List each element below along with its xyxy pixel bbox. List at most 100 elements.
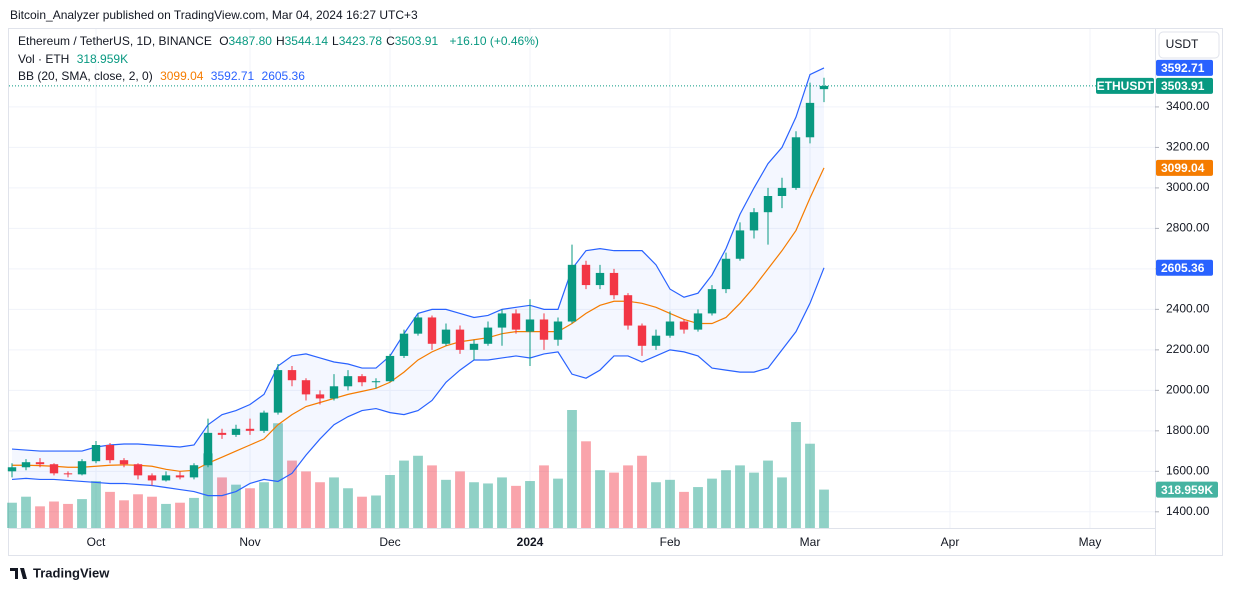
volume-bar: [133, 494, 143, 528]
candle-body: [609, 272, 619, 296]
candle-body: [161, 475, 171, 481]
volume-bar: [63, 503, 73, 528]
volume-bar: [805, 443, 815, 528]
bb-basis: [12, 167, 825, 472]
candle-body: [371, 381, 381, 383]
volume-bar: [385, 475, 395, 528]
candle-body: [231, 428, 241, 435]
volume-bar: [679, 491, 689, 528]
x-tick-label: Nov: [239, 535, 260, 549]
last-price-box: [1156, 77, 1213, 94]
candle-body: [679, 321, 689, 330]
candle-body: [819, 85, 829, 90]
volume-bar: [511, 485, 521, 528]
volume-bar: [567, 410, 577, 528]
volume-bar: [483, 483, 493, 528]
candle-body: [791, 137, 801, 188]
bb-title: BB (20, SMA, close, 2, 0): [18, 69, 153, 83]
volume-bar: [595, 470, 605, 528]
y-tick-label: 3400.00: [1166, 99, 1210, 113]
legend-row-volume: Vol · ETH 318.959K: [18, 52, 132, 66]
bb-basis-value: 3099.04: [160, 69, 204, 83]
candle-body: [441, 329, 451, 344]
volume-bar: [791, 422, 801, 528]
candle-body: [651, 335, 661, 346]
volume-bar: [693, 487, 703, 528]
candle-body: [217, 432, 227, 435]
frame: [8, 28, 1223, 556]
ohlc-label: L: [332, 34, 339, 48]
candle-body: [259, 412, 269, 431]
candle-body: [581, 264, 591, 286]
x-tick-label: Oct: [87, 535, 106, 549]
candle-body: [133, 464, 143, 476]
volume-bar: [497, 477, 507, 528]
volume-bar: [329, 477, 339, 528]
candle-body: [455, 329, 465, 350]
legend-row-bb: BB (20, SMA, close, 2, 0) 3099.04 3592.7…: [18, 69, 309, 83]
candle-body: [427, 317, 437, 344]
candle-body: [693, 313, 703, 330]
bb-lower: [11, 267, 825, 497]
candle-body: [721, 258, 731, 290]
volume-bar: [273, 423, 283, 528]
y-tick-label: 1600.00: [1166, 463, 1210, 477]
candle-body: [511, 313, 521, 330]
volume-bar: [91, 481, 101, 528]
volume-bar: [49, 501, 59, 528]
volume-bar: [21, 496, 31, 528]
currency-label: USDT: [1166, 37, 1199, 51]
volume-bar: [175, 502, 185, 528]
x-tick-label: May: [1079, 535, 1102, 549]
y-tick-label: 1800.00: [1166, 423, 1210, 437]
volume-bar: [245, 488, 255, 528]
bb-lower-value: 2605.36: [261, 69, 305, 83]
volume-bar: [287, 460, 297, 528]
volume-bar: [231, 484, 241, 528]
candle-body: [91, 445, 101, 462]
x-tick-label: Dec: [379, 535, 400, 549]
candle-body: [63, 473, 73, 475]
candle-body: [595, 272, 605, 286]
legend-row-price: Ethereum / TetherUS, 1D, BINANCE O3487.8…: [18, 34, 543, 48]
currency-button[interactable]: [1158, 31, 1220, 59]
candle-body: [147, 475, 157, 481]
candle-body: [203, 432, 213, 466]
volume-bar: [525, 481, 535, 528]
symbol-tag: ETHUSDT: [1097, 79, 1154, 93]
bb-basis-label: 3099.04: [1161, 161, 1205, 175]
x-tick-label: Feb: [660, 535, 681, 549]
candle-body: [553, 321, 563, 340]
y-tick-label: 2400.00: [1166, 302, 1210, 316]
candle-body: [749, 212, 759, 231]
volume-bar: [105, 491, 115, 528]
ohlc-label: H: [275, 34, 285, 48]
ohlc: O3487.80 H3544.14 L3423.78 C3503.91: [219, 34, 442, 48]
volume-last-label: 318.959K: [1161, 483, 1213, 497]
volume-bar: [161, 503, 171, 528]
candle-body: [329, 386, 339, 399]
volume-bar: [371, 495, 381, 528]
y-tick-label: 3000.00: [1166, 180, 1210, 194]
candle-body: [301, 380, 311, 395]
candle-body: [7, 467, 17, 472]
volume-bar: [301, 471, 311, 528]
candle-body: [525, 319, 535, 332]
volume-bar: [665, 479, 675, 528]
candle-body: [637, 325, 647, 346]
bb-lower-label: 2605.36: [1161, 261, 1205, 275]
change: +16.10 (+0.46%): [449, 34, 539, 48]
y-tick-label: 2000.00: [1166, 383, 1210, 397]
footer-logo: [10, 568, 27, 579]
volume-bar: [749, 472, 759, 528]
volume-bar: [259, 482, 269, 528]
x-tick-label: Apr: [941, 535, 960, 549]
volume-bar: [189, 497, 199, 528]
volume-bar: [609, 472, 619, 528]
candle-body: [777, 187, 787, 196]
ohlc-value: 3544.14: [284, 34, 328, 48]
candle-body: [105, 445, 115, 461]
candle-body: [399, 333, 409, 356]
volume-bar: [147, 496, 157, 528]
volume-bar: [357, 496, 367, 528]
